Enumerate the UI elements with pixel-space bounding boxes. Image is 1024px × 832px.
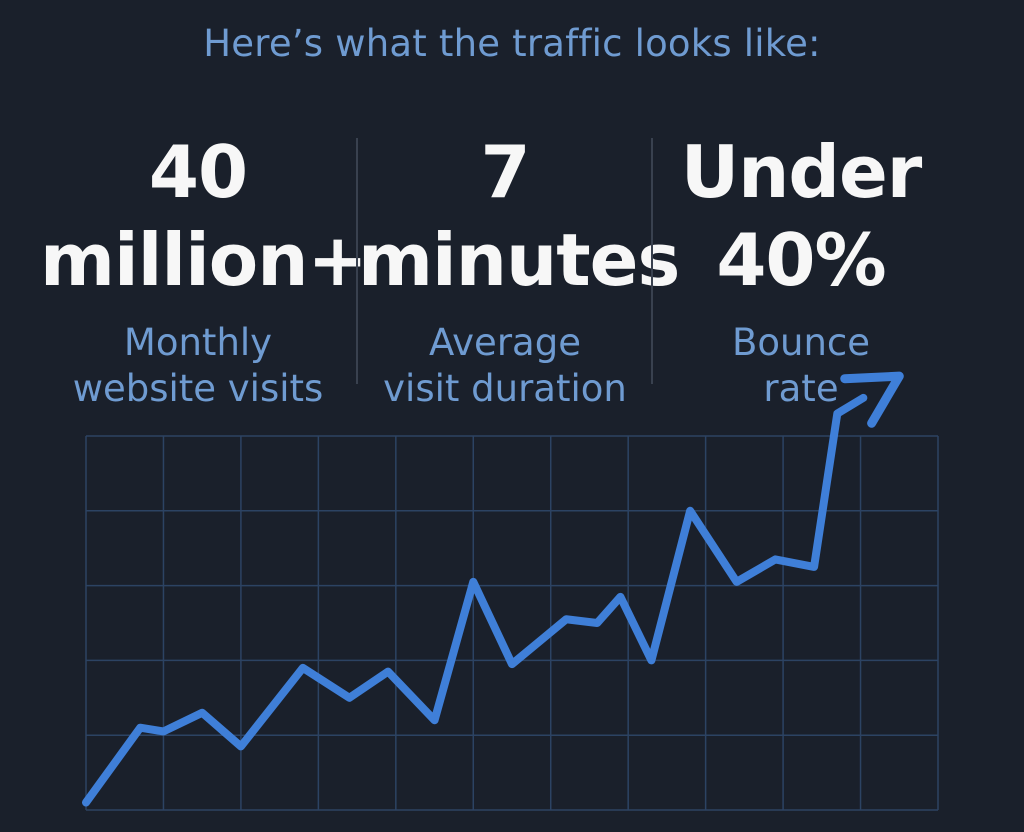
stat-value-line2: million+ (40, 218, 368, 302)
stats-row: 40 million+ Monthly website visits 7 min… (0, 128, 1024, 410)
stat-monthly-visits: 40 million+ Monthly website visits (40, 128, 368, 412)
stat-visit-duration: 7 minutes Average visit duration (358, 128, 680, 412)
stat-label-line1: Bounce (731, 321, 871, 364)
stat-value-line1: Under (680, 130, 923, 214)
arrow-up-icon (840, 371, 904, 428)
stat-value-line1: 40 (148, 130, 248, 214)
stat-value-line1: 7 (480, 130, 530, 214)
stat-label-line1: Monthly (123, 321, 273, 364)
stat-bounce-rate: Under 40% Bounce rate (654, 128, 948, 412)
stat-label-line2: website visits (72, 367, 324, 410)
stat-label-line1: Average (429, 321, 581, 364)
stat-value-line2: 40% (716, 218, 886, 302)
page-headline: Here’s what the traffic looks like: (203, 22, 821, 65)
traffic-series-line (82, 393, 868, 807)
chart-grid (85, 435, 939, 811)
stat-label-line2: visit duration (383, 367, 627, 410)
stat-value-line2: minutes (358, 218, 680, 302)
stat-divider (356, 138, 358, 384)
chart-series (82, 371, 904, 807)
stat-divider (651, 138, 653, 384)
stat-label-line2: rate (763, 367, 839, 410)
